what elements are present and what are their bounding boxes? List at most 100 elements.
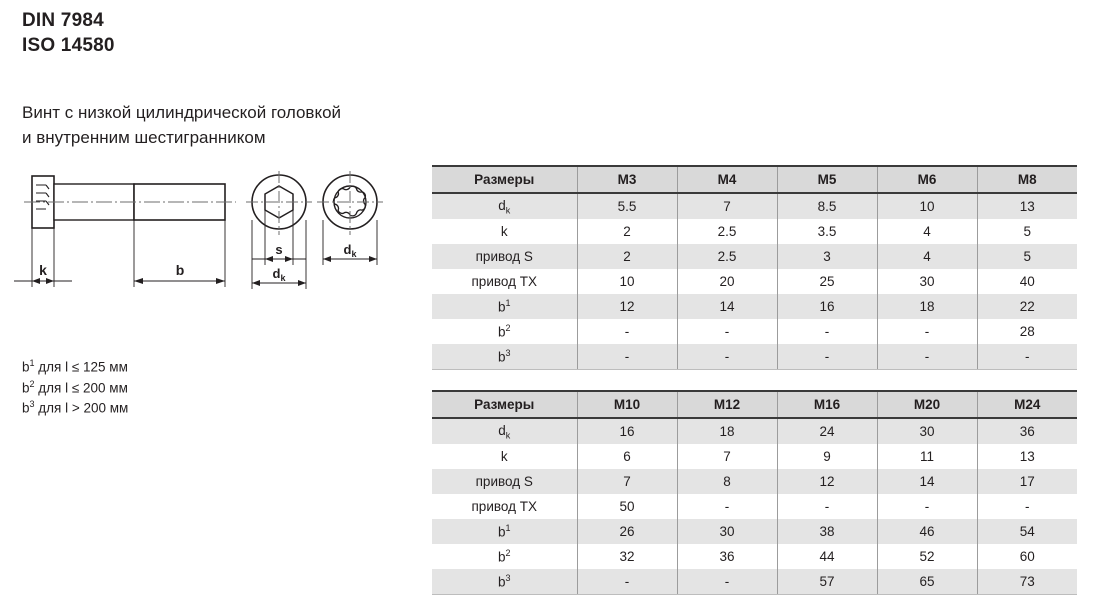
table-row: b1 12 14 16 18 22	[432, 294, 1077, 319]
footnote-b2-text: для l ≤ 200 мм	[34, 380, 128, 395]
table-row: привод S 7 8 12 14 17	[432, 469, 1077, 494]
table-cell: 57	[776, 569, 878, 595]
row-label: dk	[432, 193, 578, 219]
table-cell: -	[776, 494, 878, 519]
table-row: dk 16 18 24 30 36	[432, 418, 1077, 444]
row-label: b1	[432, 294, 578, 319]
table-cell: 16	[576, 418, 678, 444]
table-row: b2 32 36 44 52 60	[432, 544, 1077, 569]
table-cell: -	[576, 319, 678, 344]
table-row: привод S 2 2.5 3 4 5	[432, 244, 1077, 269]
table-cell: 14	[676, 294, 778, 319]
table-cell: 30	[676, 519, 778, 544]
row-label: b2	[432, 544, 578, 569]
footnotes: b 1 для l ≤ 125 мм b2 для l ≤ 200 мм b3 д…	[22, 355, 128, 417]
table-row: k 2 2.5 3.5 4 5	[432, 219, 1077, 244]
table-cell: 3.5	[776, 219, 878, 244]
table-cell: 5	[976, 219, 1077, 244]
column-header-size: M10	[576, 390, 678, 419]
table-cell: 16	[776, 294, 878, 319]
column-header-size: M5	[776, 165, 878, 194]
dimension-label-b: b	[176, 262, 185, 278]
table-cell: 18	[676, 418, 778, 444]
table-cell: 38	[776, 519, 878, 544]
column-header-size: M6	[876, 165, 978, 194]
dimensions-table-large: Размеры M10 M12 M16 M20 M24 dk 16 18 24 30 36 k 6 7 9 11…	[432, 390, 1077, 595]
dimensions-table-small: Размеры M3 M4 M5 M6 M8 dk 5.5 7 8.5 10 13 k 2 2.5 3.5 4 5…	[432, 165, 1077, 370]
table-cell: 2	[576, 219, 678, 244]
table-cell: -	[576, 569, 678, 595]
table-cell: -	[776, 344, 878, 370]
dimension-label-dk-1: dk	[273, 266, 287, 283]
row-label: привод TX	[432, 269, 578, 294]
footnote-b2: b2 для l ≤ 200 мм	[22, 376, 128, 397]
footnote-b3-symbol: b	[22, 400, 30, 416]
table-row: b3- - - - -	[432, 344, 1077, 370]
column-header-dimensions: Размеры	[432, 165, 578, 194]
dimension-label-k: k	[39, 262, 47, 278]
table-cell: 32	[576, 544, 678, 569]
table-cell: 5.5	[576, 193, 678, 219]
table-cell: 65	[876, 569, 978, 595]
table-cell: -	[876, 494, 978, 519]
table-row: b1 26 30 38 46 54	[432, 519, 1077, 544]
table-cell: 8.5	[776, 193, 878, 219]
footnote-b3: b3 для l > 200 мм	[22, 396, 128, 417]
end-view-torx: dk	[317, 171, 383, 265]
technical-drawing: k b	[0, 165, 420, 305]
table-cell: 28	[976, 319, 1077, 344]
table-cell: 9	[776, 444, 878, 469]
table-cell: 12	[776, 469, 878, 494]
table-cell: 11	[876, 444, 978, 469]
column-header-size: M12	[676, 390, 778, 419]
table-cell: 52	[876, 544, 978, 569]
standard-din: DIN 7984	[22, 10, 104, 31]
table-cell: 44	[776, 544, 878, 569]
table-cell: 3	[776, 244, 878, 269]
table-cell: 8	[676, 469, 778, 494]
column-header-size: M24	[976, 390, 1077, 419]
row-label: k	[432, 444, 578, 469]
table-cell: 2.5	[676, 244, 778, 269]
footnote-b2-super: 2	[29, 378, 35, 389]
table-header-row: Размеры M3 M4 M5 M6 M8	[432, 165, 1077, 194]
table-cell: 26	[576, 519, 678, 544]
description-line-1: Винт с низкой цилиндрической головкой	[22, 103, 342, 122]
table-cell: 17	[976, 469, 1077, 494]
table-cell: 7	[676, 444, 778, 469]
table-cell: 25	[776, 269, 878, 294]
row-label: привод S	[432, 244, 578, 269]
table-row: привод TX 50- - - -	[432, 494, 1077, 519]
table-row: привод TX 10 20 25 30 40	[432, 269, 1077, 294]
row-label: b1	[432, 519, 578, 544]
column-header-size: M8	[976, 165, 1077, 194]
table-row: b2- - - -28	[432, 319, 1077, 344]
table-cell: 10	[576, 269, 678, 294]
description-line-2: и внутренним шестигранником	[22, 128, 266, 147]
table-cell: 20	[676, 269, 778, 294]
dimension-label-dk-2: dk	[344, 242, 358, 259]
table-cell: 50	[576, 494, 678, 519]
product-description: Винт с низкой цилиндрической головкой и …	[22, 100, 442, 150]
table-cell: 2.5	[676, 219, 778, 244]
end-view-hex: s dk	[246, 171, 312, 289]
table-header-row: Размеры M10 M12 M16 M20 M24	[432, 390, 1077, 419]
table-cell: -	[776, 319, 878, 344]
table-cell: -	[676, 494, 778, 519]
table-cell: 30	[876, 269, 978, 294]
dimension-label-s: s	[275, 242, 282, 257]
footnote-b1-super: 1	[29, 358, 35, 368]
table-cell: 14	[876, 469, 978, 494]
table-cell: 4	[876, 244, 978, 269]
table-cell: 7	[676, 193, 778, 219]
hex-socket-section	[36, 184, 50, 210]
footnote-b3-super: 3	[29, 399, 35, 409]
table-cell: 12	[576, 294, 678, 319]
table-cell: 54	[976, 519, 1077, 544]
table-cell: 13	[976, 193, 1077, 219]
table-cell: 6	[576, 444, 678, 469]
table-cell: 7	[576, 469, 678, 494]
table-cell: 60	[976, 544, 1077, 569]
footnote-b1-text: для l ≤ 125 мм	[34, 359, 128, 375]
